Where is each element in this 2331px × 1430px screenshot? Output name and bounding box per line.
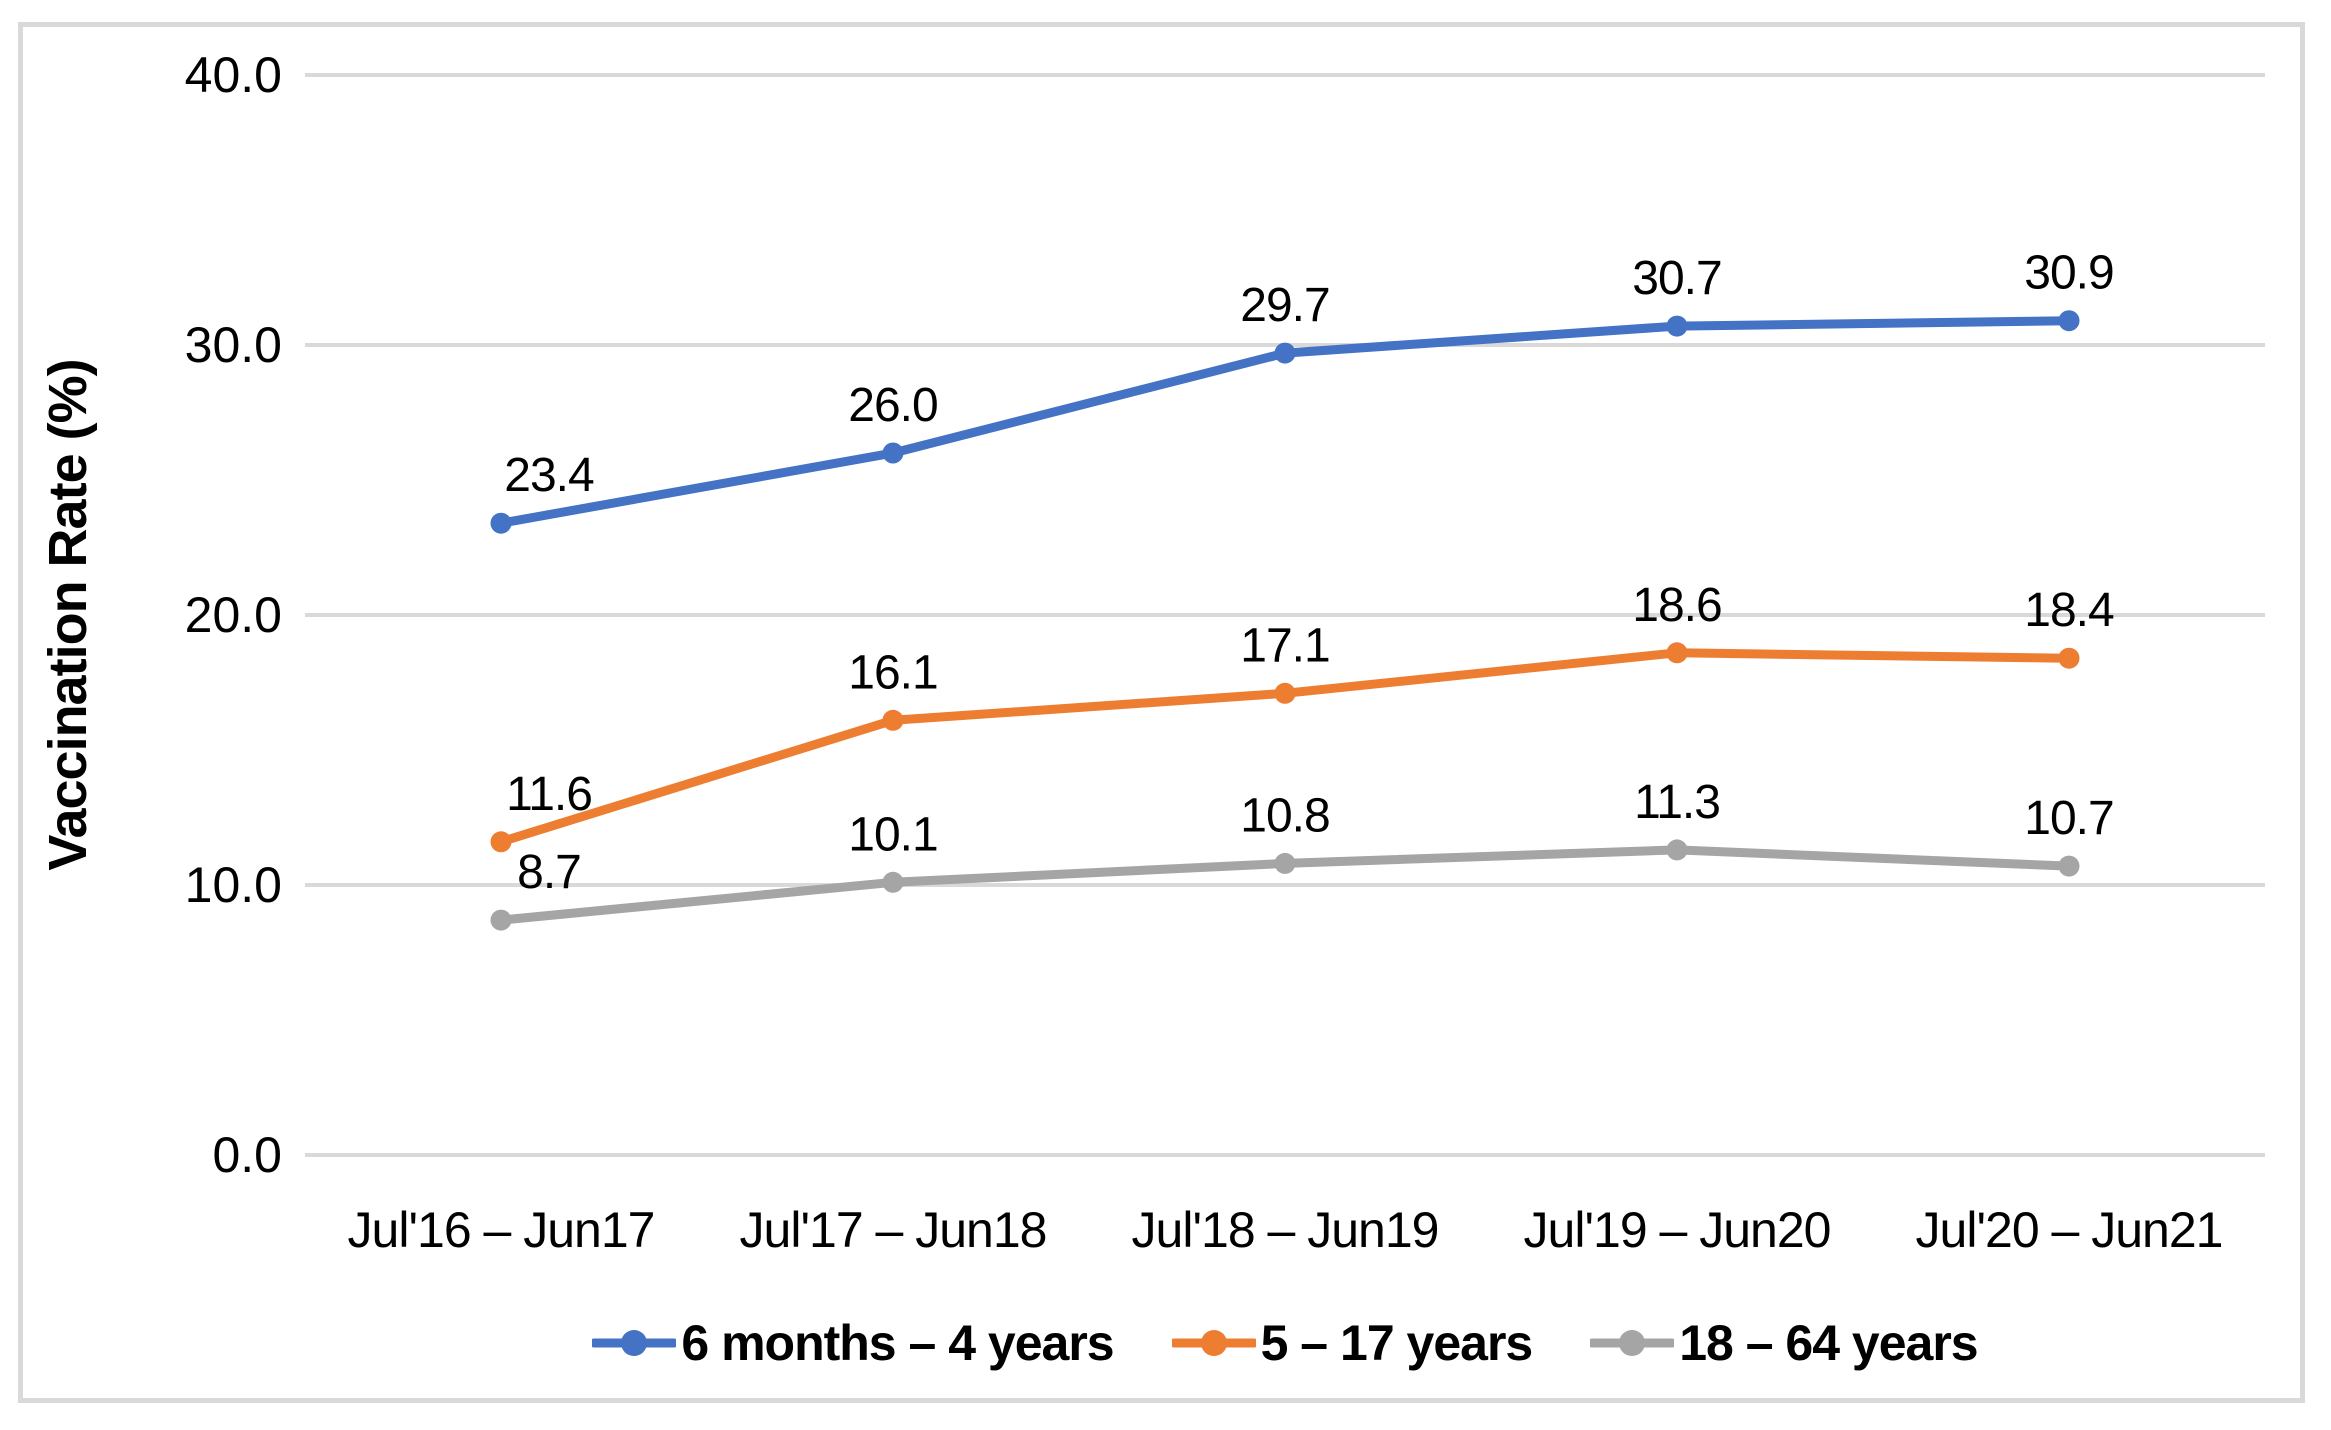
- legend: 6 months – 4 years 5 – 17 years 18 – 64 ye…: [305, 1303, 2265, 1383]
- data-label: 29.7: [1240, 279, 1329, 332]
- legend-label: 6 months – 4 years: [681, 1315, 1114, 1371]
- x-axis-label: Jul'16 – Jun17: [348, 1202, 655, 1258]
- data-point-marker: [1274, 852, 1296, 874]
- data-point-marker: [1274, 342, 1296, 364]
- legend-line-marker-icon: [592, 1330, 677, 1356]
- legend-label: 5 – 17 years: [1260, 1315, 1534, 1371]
- data-label: 23.4: [504, 449, 594, 502]
- x-axis-label: Jul'18 – Jun19: [1132, 1202, 1439, 1258]
- data-label: 26.0: [848, 379, 937, 432]
- data-point-marker: [2058, 855, 2080, 877]
- data-point-marker: [1666, 315, 1688, 337]
- data-point-marker: [1666, 642, 1688, 664]
- data-label: 17.1: [1240, 619, 1329, 672]
- data-point-marker: [2058, 310, 2080, 332]
- legend-line-marker-icon: [1590, 1330, 1675, 1356]
- x-axis-label: Jul'19 – Jun20: [1524, 1202, 1831, 1258]
- data-point-marker: [490, 512, 512, 534]
- y-tick-label: 30.0: [185, 317, 282, 373]
- data-point-marker: [2058, 647, 2080, 669]
- legend-line-marker-icon: [1171, 1330, 1256, 1356]
- data-label: 10.7: [2024, 792, 2113, 845]
- legend-item: 5 – 17 years: [1171, 1314, 1534, 1372]
- data-label: 30.9: [2024, 247, 2113, 300]
- data-point-marker: [882, 871, 904, 893]
- data-label: 10.8: [1240, 789, 1329, 842]
- y-tick-label: 20.0: [185, 587, 282, 643]
- x-axis-label: Jul'17 – Jun18: [740, 1202, 1047, 1258]
- data-point-marker: [490, 831, 512, 853]
- data-point-marker: [1274, 682, 1296, 704]
- legend-item: 6 months – 4 years: [592, 1314, 1115, 1372]
- y-axis-title: Vaccination Rate (%): [38, 359, 98, 870]
- data-label: 10.1: [848, 808, 937, 861]
- data-label: 30.7: [1632, 252, 1721, 305]
- legend-item: 18 – 64 years: [1590, 1314, 1979, 1372]
- x-axis-label: Jul'20 – Jun21: [1916, 1202, 2223, 1258]
- data-label: 18.6: [1632, 579, 1721, 632]
- data-label: 8.7: [517, 846, 581, 899]
- y-tick-label: 10.0: [185, 857, 282, 913]
- data-label: 11.3: [1634, 776, 1720, 829]
- data-point-marker: [882, 442, 904, 464]
- y-tick-label: 40.0: [185, 47, 282, 103]
- data-point-marker: [1666, 839, 1688, 861]
- data-point-marker: [490, 909, 512, 931]
- data-label: 11.6: [506, 768, 592, 821]
- data-label: 16.1: [848, 646, 937, 699]
- legend-label: 18 – 64 years: [1679, 1315, 1978, 1371]
- data-label: 18.4: [2024, 584, 2114, 637]
- y-tick-label: 0.0: [212, 1127, 282, 1183]
- data-point-marker: [882, 709, 904, 731]
